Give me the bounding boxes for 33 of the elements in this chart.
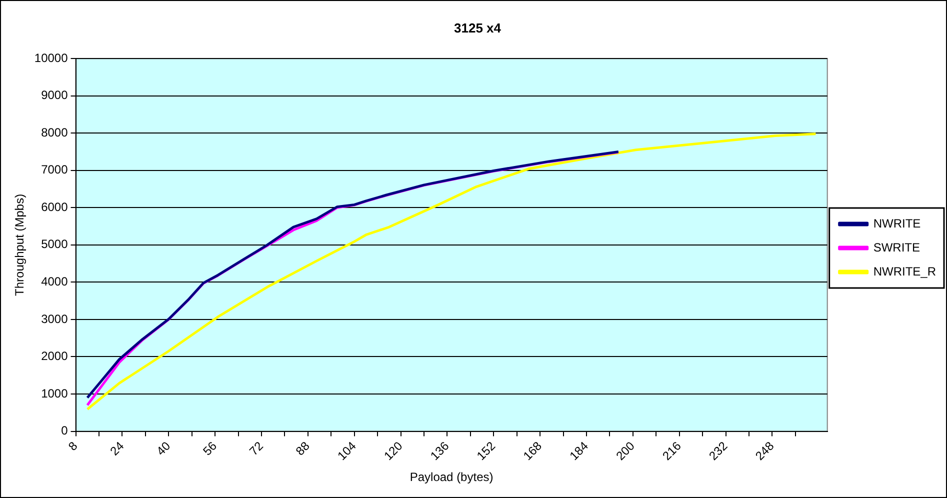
x-tick-label: 56 <box>200 438 220 458</box>
x-tick-label: 24 <box>107 438 127 458</box>
y-tick-label: 7000 <box>41 162 68 177</box>
x-axis-title: Payload (bytes) <box>410 470 494 484</box>
legend-label: NWRITE_R <box>873 264 936 278</box>
x-tick-label: 216 <box>660 438 684 463</box>
y-axis-title: Throughput (Mpbs) <box>12 194 27 296</box>
x-tick-label: 248 <box>752 438 777 463</box>
legend-label: SWRITE <box>873 240 920 254</box>
x-tick-label: 184 <box>566 438 592 463</box>
y-tick-label: 4000 <box>41 274 68 289</box>
x-tick-label: 88 <box>293 438 313 458</box>
x-tick-label: 72 <box>246 438 266 458</box>
x-tick-label: 168 <box>520 438 545 463</box>
y-tick-label: 8000 <box>41 125 68 140</box>
y-tick-label: 10000 <box>34 50 68 65</box>
y-tick-label: 0 <box>61 424 68 438</box>
y-tick-label: 3000 <box>41 312 68 326</box>
y-tick-label: 6000 <box>41 200 68 214</box>
x-tick-label: 104 <box>334 438 360 463</box>
x-tick-label: 232 <box>706 438 730 463</box>
x-tick-label: 152 <box>474 438 498 463</box>
chart-title: 3125 x4 <box>454 20 502 36</box>
legend-label: NWRITE <box>873 216 921 230</box>
x-tick-label: 8 <box>66 438 80 454</box>
y-tick-label: 9000 <box>41 88 68 102</box>
y-tick-label: 1000 <box>41 386 68 400</box>
x-tick-label: 136 <box>428 438 452 463</box>
x-tick-label: 120 <box>381 438 406 463</box>
x-tick-label: 40 <box>154 438 174 458</box>
y-tick-label: 5000 <box>41 237 68 252</box>
y-tick-label: 2000 <box>41 349 68 364</box>
x-tick-label: 200 <box>613 438 638 463</box>
